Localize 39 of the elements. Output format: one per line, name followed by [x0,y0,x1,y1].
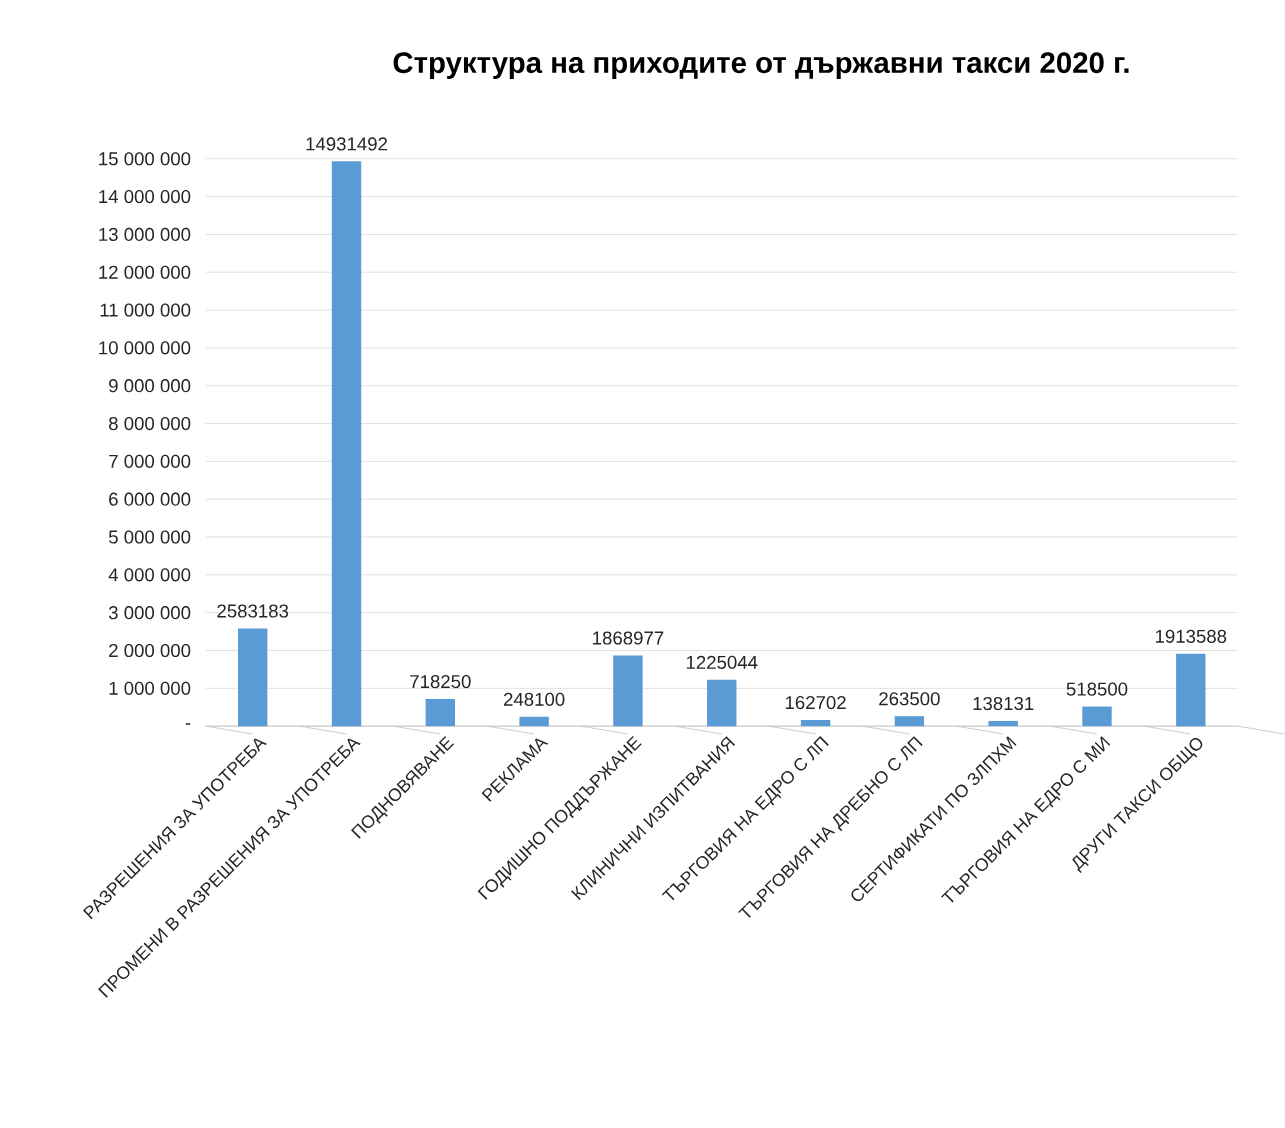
bar [800,720,831,727]
data-label: 263500 [879,692,940,706]
bar [1082,706,1112,727]
y-tick-label: 7 000 000 [109,454,191,468]
y-tick-label: 2 000 000 [109,643,191,658]
y-tick-label: 14 000 000 [99,190,191,204]
data-label: 1913588 [1155,629,1227,643]
data-label: 1225044 [686,655,758,669]
data-label: 138131 [973,696,1034,711]
data-label: 518500 [1066,682,1128,696]
y-tick-label: 8 000 000 [109,416,191,431]
data-label: 162702 [785,696,846,710]
y-tick-label: 9 000 000 [109,379,191,393]
y-tick-label: 12 000 000 [99,265,191,279]
data-label: 14931492 [306,137,387,151]
bar [238,628,268,727]
y-tick-label: 5 000 000 [108,530,191,544]
bar [707,679,737,727]
chart-title: Структура на приходите от държавни такси 2020 г. [393,52,1129,79]
bar [425,699,456,727]
y-tick-label: 15 000 000 [99,152,191,166]
y-tick-label: 10 000 000 [99,341,191,355]
y-tick-label: 13 000 000 [99,227,191,242]
y-tick-label: 6 000 000 [109,492,191,506]
bar [613,655,643,727]
data-label: 248100 [503,692,565,706]
bar [331,161,362,727]
bar [988,720,1018,727]
y-tick-label: 1 000 000 [109,681,191,695]
y-tick-label: 3 000 000 [108,606,191,620]
data-label: 1868977 [593,631,664,645]
y-tick-label: 11 000 000 [100,303,191,317]
data-label: 2583183 [217,604,289,618]
bar [519,716,549,727]
data-label: 718250 [410,674,471,689]
y-tick-label: 4 000 000 [108,568,191,582]
bar [1176,653,1206,727]
y-tick-label: - [185,723,191,725]
bar [894,716,925,727]
